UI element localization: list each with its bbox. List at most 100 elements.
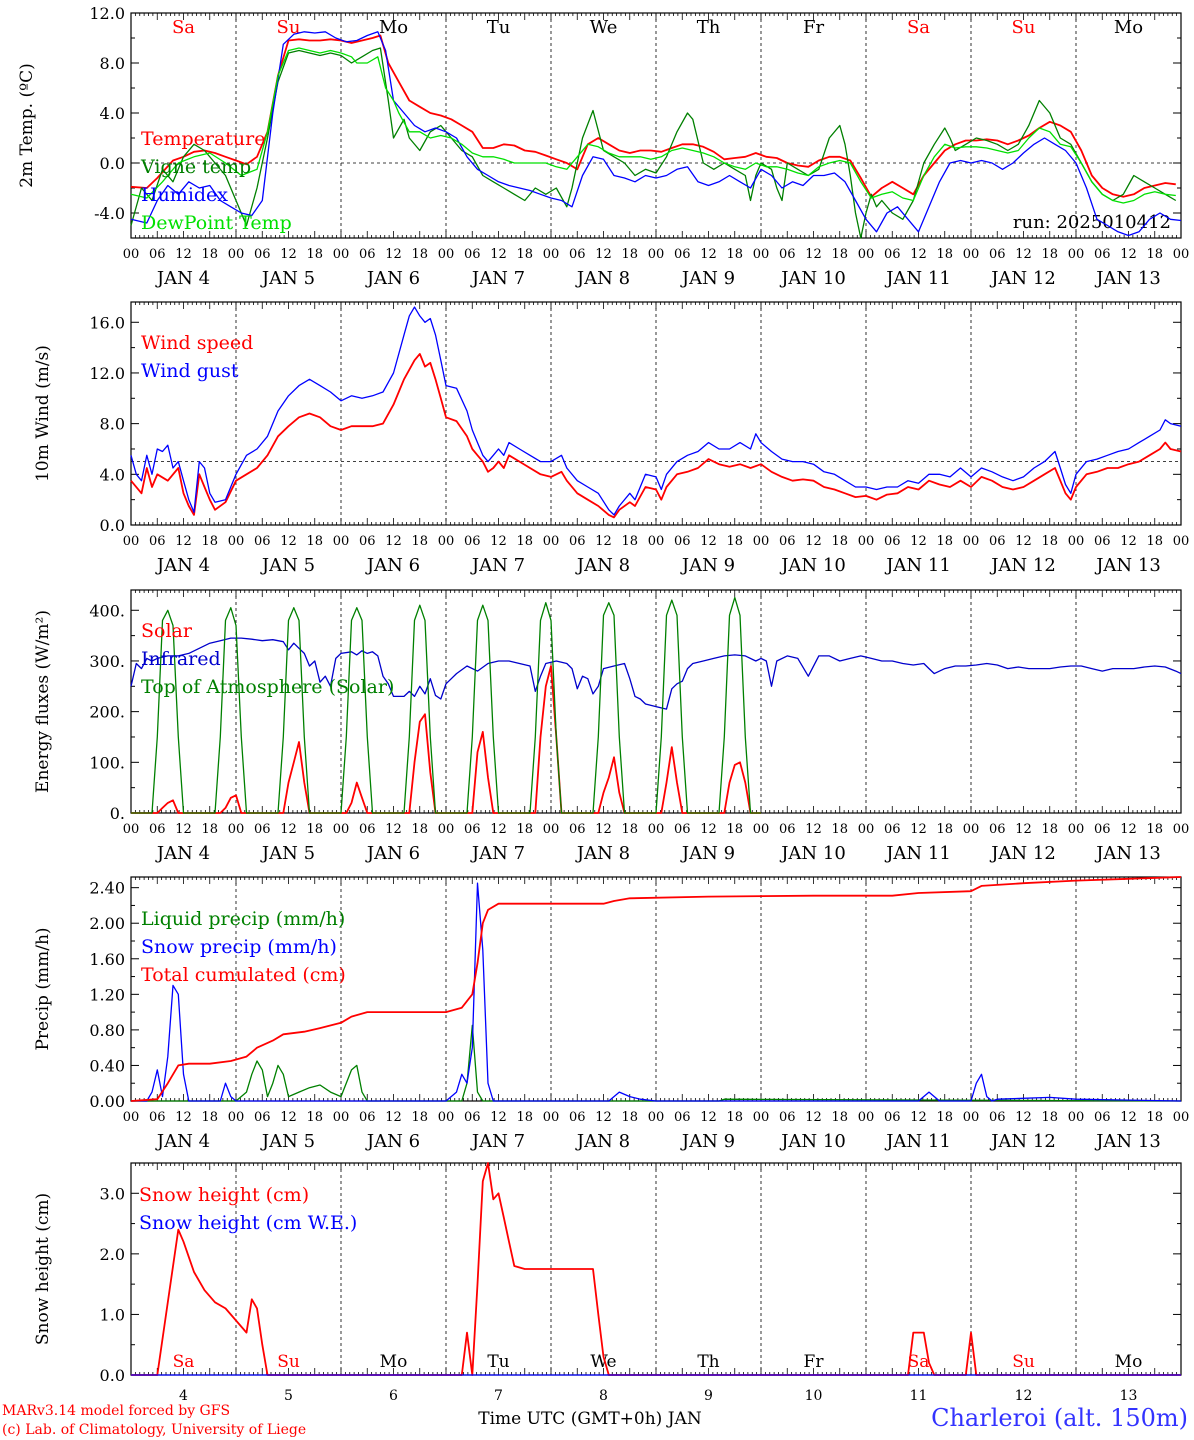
- hour-tick-label: 00: [123, 1110, 140, 1125]
- hour-tick-label: 12: [280, 247, 297, 262]
- day-label: JAN 7: [470, 1131, 525, 1152]
- y-tick-label: 0.0: [100, 516, 125, 535]
- hour-tick-label: 06: [359, 247, 376, 262]
- weekday-label: Su: [277, 1352, 300, 1372]
- y-tick-label: 1.0: [100, 1305, 125, 1324]
- hour-tick-label: 00: [438, 247, 455, 262]
- hour-tick-label: 06: [674, 534, 691, 549]
- hour-tick-label: 18: [831, 534, 848, 549]
- day-label: JAN 8: [575, 1131, 630, 1152]
- weekday-label: Sa: [172, 17, 195, 38]
- hour-tick-label: 12: [700, 1110, 717, 1125]
- hour-tick-label: 12: [595, 1110, 612, 1125]
- hour-tick-label: 18: [621, 1110, 638, 1125]
- day-label: JAN 12: [989, 843, 1056, 864]
- day-number-label: 5: [284, 1388, 293, 1404]
- hour-tick-label: 00: [963, 534, 980, 549]
- day-label: JAN 5: [260, 1131, 315, 1152]
- hour-tick-label: 12: [175, 1110, 192, 1125]
- hour-tick-label: 12: [1015, 534, 1032, 549]
- hour-tick-label: 00: [1173, 247, 1190, 262]
- hour-tick-label: 12: [175, 822, 192, 837]
- hour-tick-label: 12: [1120, 1110, 1137, 1125]
- y-axis-title: Precip (mm/h): [33, 927, 53, 1050]
- hour-tick-label: 06: [1094, 1110, 1111, 1125]
- panel-4: 0.00 0.40 0.80 1.20 1.60 2.00 2.40 Precip (mm/h…: [33, 876, 1189, 1152]
- hour-tick-label: 18: [201, 1110, 218, 1125]
- hour-tick-label: 12: [490, 1110, 507, 1125]
- y-tick-label: 0.0: [100, 154, 125, 173]
- y-tick-label: 400.: [89, 601, 125, 620]
- weekday-label: Su: [1012, 17, 1036, 38]
- y-axis-title: 2m Temp. (ºC): [17, 63, 37, 188]
- y-tick-label: 1.60: [89, 950, 125, 969]
- day-label: JAN 12: [989, 268, 1056, 289]
- weekday-label: We: [590, 1352, 616, 1372]
- legend-entry: Vigne temp: [140, 156, 251, 178]
- hour-tick-label: 12: [175, 534, 192, 549]
- day-number-label: 8: [599, 1388, 608, 1404]
- day-label: JAN 10: [779, 1131, 846, 1152]
- series-line: [130, 31, 1182, 237]
- hour-tick-label: 12: [1120, 247, 1137, 262]
- hour-tick-label: 12: [1120, 822, 1137, 837]
- series-line: [130, 876, 1182, 1102]
- legend-entry: Top of Atmosphere (Solar): [141, 676, 394, 698]
- day-label: JAN 8: [575, 268, 630, 289]
- y-tick-label: 3.0: [100, 1184, 125, 1203]
- legend-entry: DewPoint Temp: [141, 212, 292, 234]
- day-number-label: 6: [389, 1388, 398, 1404]
- weekday-label: Th: [697, 17, 721, 38]
- legend-entry: Liquid precip (mm/h): [141, 908, 345, 930]
- y-tick-label: 12.0: [89, 364, 125, 383]
- hour-tick-label: 12: [1120, 534, 1137, 549]
- hour-tick-label: 12: [700, 534, 717, 549]
- panel-5: 0.0 1.0 2.0 3.0 Snow height (cm) 4 5 6 7 8 9 10 11 12…: [33, 1162, 1182, 1404]
- hour-tick-label: 00: [753, 247, 770, 262]
- hour-tick-label: 18: [621, 247, 638, 262]
- hour-tick-label: 06: [464, 1110, 481, 1125]
- day-label: JAN 8: [575, 843, 630, 864]
- weekday-label: Mo: [380, 1352, 408, 1372]
- series-line: [131, 882, 1182, 1102]
- day-label: JAN 10: [779, 843, 846, 864]
- hour-tick-label: 18: [411, 534, 428, 549]
- plot-frame: [130, 12, 1182, 239]
- hour-tick-label: 12: [805, 822, 822, 837]
- hour-tick-label: 06: [674, 247, 691, 262]
- weekday-label: Tu: [487, 1352, 509, 1372]
- hour-tick-label: 00: [648, 1110, 665, 1125]
- hour-tick-label: 12: [175, 247, 192, 262]
- y-tick-label: 12.0: [89, 4, 125, 23]
- y-tick-label: 0.80: [89, 1021, 125, 1040]
- hour-tick-label: 00: [1068, 534, 1085, 549]
- hour-tick-label: 12: [385, 1110, 402, 1125]
- hour-tick-label: 12: [910, 822, 927, 837]
- hour-tick-label: 12: [805, 1110, 822, 1125]
- day-number-label: 11: [910, 1388, 928, 1404]
- day-label: JAN 9: [680, 555, 735, 576]
- day-label: JAN 13: [1094, 555, 1161, 576]
- hour-tick-label: 06: [989, 822, 1006, 837]
- hour-tick-label: 06: [254, 822, 271, 837]
- day-label: JAN 7: [470, 555, 525, 576]
- series-line: [130, 306, 1182, 516]
- hour-tick-label: 18: [411, 247, 428, 262]
- day-label: JAN 4: [155, 555, 210, 576]
- day-number-label: 7: [494, 1388, 503, 1404]
- panel-3: 0. 100. 200. 300. 400. Energy fluxes (W/m²) 00…: [33, 589, 1189, 864]
- weekday-label: We: [590, 17, 618, 38]
- hour-tick-label: 06: [149, 822, 166, 837]
- day-label: JAN 4: [155, 268, 210, 289]
- series-line: [130, 637, 1182, 710]
- hour-tick-label: 18: [201, 534, 218, 549]
- hour-tick-label: 00: [438, 534, 455, 549]
- hour-tick-label: 00: [543, 247, 560, 262]
- hour-tick-label: 12: [385, 822, 402, 837]
- hour-tick-label: 06: [884, 247, 901, 262]
- legend-entry: Snow height (cm): [139, 1184, 309, 1206]
- y-axis-title: 10m Wind (m/s): [33, 345, 53, 482]
- weekday-label: Tu: [487, 17, 511, 38]
- y-tick-label: 8.0: [100, 415, 125, 434]
- hour-tick-label: 18: [306, 247, 323, 262]
